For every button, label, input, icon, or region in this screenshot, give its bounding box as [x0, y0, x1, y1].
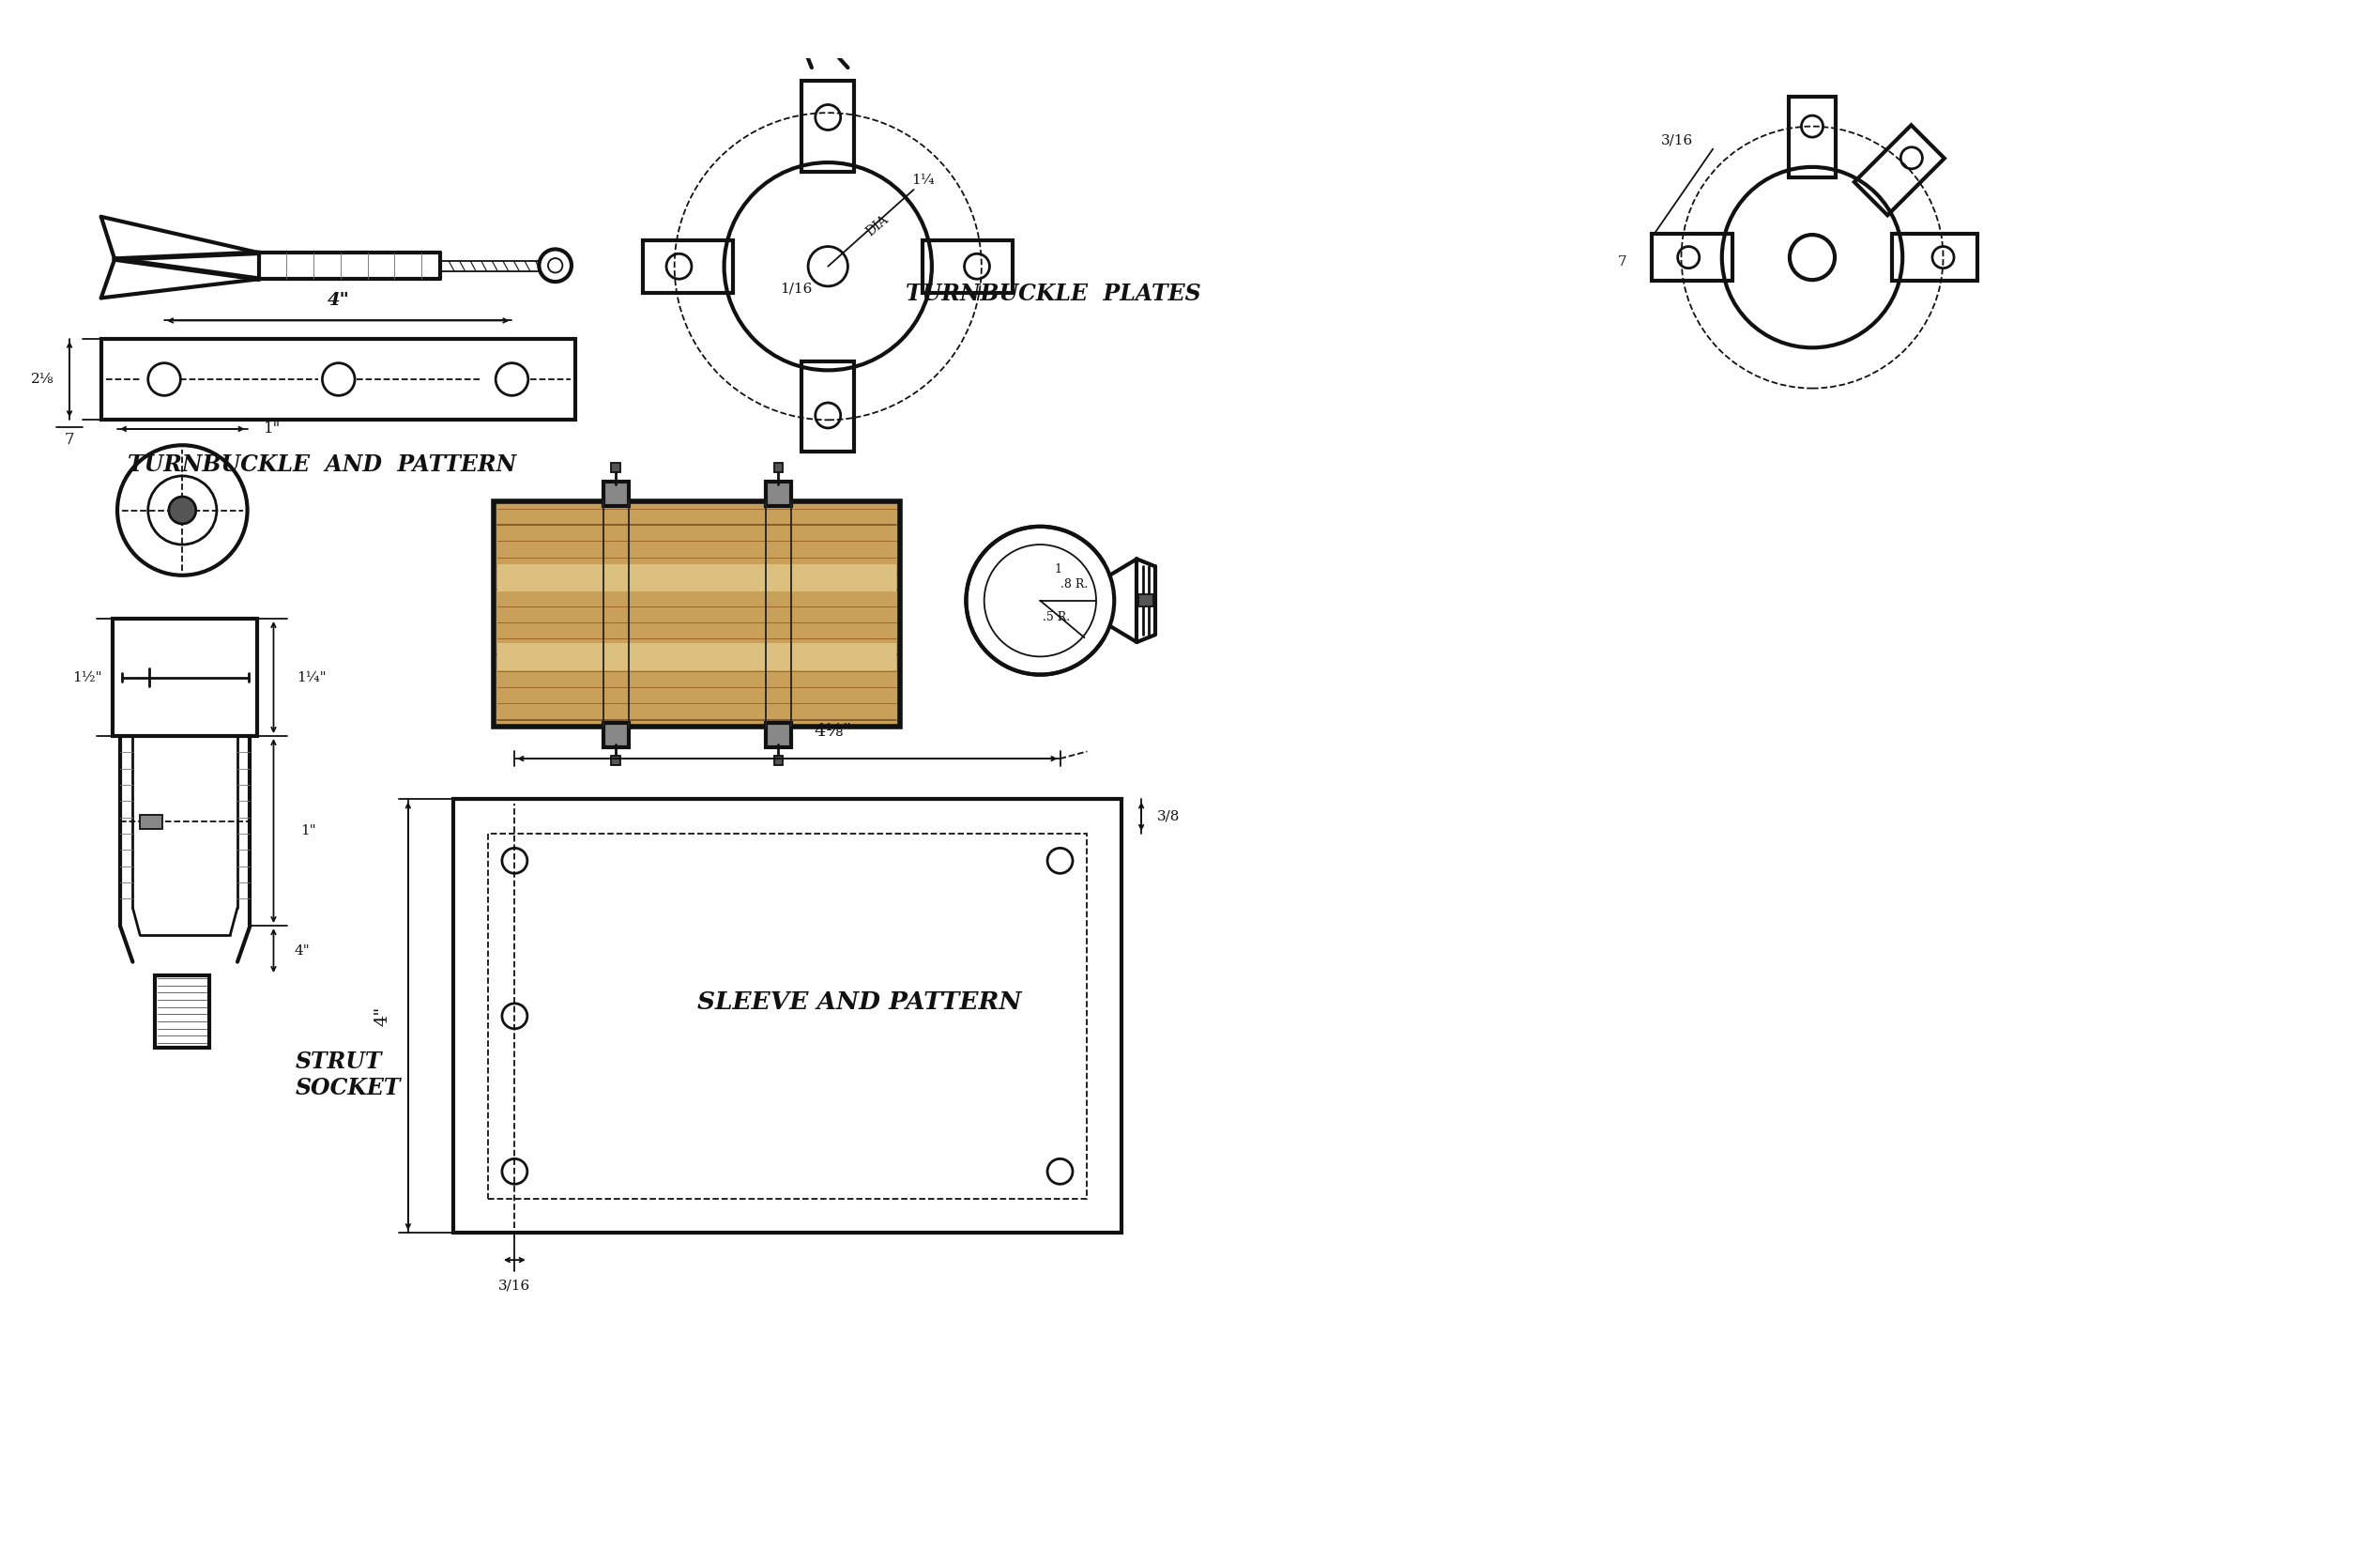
Bar	[602, 482, 628, 505]
Bar	[774, 756, 783, 765]
Text: 3/16: 3/16	[1661, 133, 1692, 147]
Text: 4": 4"	[328, 293, 350, 310]
Bar	[1652, 234, 1733, 280]
Text: TURNBUCKLE  PLATES: TURNBUCKLE PLATES	[907, 282, 1202, 305]
Bar	[923, 240, 1014, 293]
Text: 4": 4"	[374, 1007, 390, 1025]
Text: 1": 1"	[300, 824, 317, 838]
Bar	[497, 564, 897, 592]
Bar	[452, 799, 1121, 1233]
Text: 1/16: 1/16	[781, 282, 812, 296]
Bar	[802, 361, 854, 452]
Bar	[1892, 234, 1978, 280]
Bar	[612, 756, 621, 765]
Bar	[1138, 595, 1152, 607]
Text: 2⅛: 2⅛	[31, 373, 55, 386]
Bar	[488, 833, 1088, 1199]
Bar	[112, 618, 257, 736]
Bar	[612, 463, 621, 472]
Text: TURNBUCKLE  AND  PATTERN: TURNBUCKLE AND PATTERN	[129, 454, 516, 477]
Text: .5 R.: .5 R.	[1042, 610, 1071, 623]
Text: STRUT
SOCKET: STRUT SOCKET	[295, 1050, 400, 1100]
Bar	[643, 240, 733, 293]
Text: .8 R.: .8 R.	[1061, 578, 1088, 590]
Bar	[766, 482, 790, 505]
Text: 7: 7	[64, 432, 74, 448]
Bar	[155, 976, 209, 1047]
Text: 4": 4"	[295, 945, 309, 957]
Text: 1¼: 1¼	[912, 173, 935, 187]
Text: 1½": 1½"	[74, 671, 102, 685]
Bar	[774, 463, 783, 472]
Text: DIA: DIA	[864, 212, 892, 239]
Text: 1": 1"	[264, 421, 281, 437]
Bar	[495, 502, 900, 726]
Bar	[766, 722, 790, 747]
Text: 7: 7	[1618, 256, 1628, 268]
Text: 4⅛": 4⅛"	[814, 723, 852, 740]
Text: 1: 1	[1054, 562, 1061, 575]
Bar	[140, 815, 162, 829]
Circle shape	[169, 497, 195, 524]
Text: 3/16: 3/16	[497, 1278, 531, 1292]
Text: 3/8: 3/8	[1157, 810, 1180, 823]
Bar	[497, 643, 897, 671]
Text: SLEEVE AND PATTERN: SLEEVE AND PATTERN	[697, 991, 1021, 1015]
Bar	[1790, 96, 1835, 178]
Bar	[602, 722, 628, 747]
Bar	[802, 81, 854, 172]
Text: 1¼": 1¼"	[298, 671, 326, 685]
Bar	[100, 339, 576, 420]
